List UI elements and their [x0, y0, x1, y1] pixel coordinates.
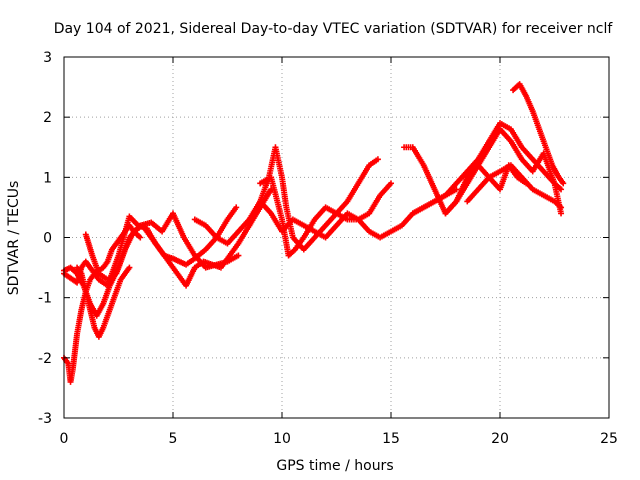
data-series-4 — [82, 186, 275, 289]
data-series-13 — [442, 126, 565, 217]
x-axis-label: GPS time / hours — [276, 458, 393, 474]
data-series-5 — [74, 264, 133, 340]
x-tick-label: 10 — [273, 431, 291, 447]
axis-ticks — [63, 56, 610, 419]
y-tick-label: 3 — [43, 50, 52, 66]
y-axis-label: SDTVAR / TECUs — [6, 181, 22, 296]
data-series-8 — [257, 174, 394, 259]
data-series-9 — [401, 144, 530, 217]
data-point — [233, 204, 240, 211]
y-tick-label: -2 — [38, 351, 52, 367]
x-tick-label: 0 — [60, 431, 69, 447]
x-tick-label: 20 — [491, 431, 509, 447]
x-tick-label: 5 — [169, 431, 178, 447]
y-tick-label: -1 — [38, 291, 52, 307]
data-point — [235, 252, 242, 259]
chart-title: Day 104 of 2021, Sidereal Day-to-day VTE… — [54, 21, 614, 37]
data-point — [558, 210, 565, 217]
x-tick-label: 15 — [382, 431, 400, 447]
data-series-10 — [409, 120, 565, 217]
data-point — [453, 186, 460, 193]
y-tick-label: 1 — [43, 170, 52, 186]
data-point — [126, 264, 133, 271]
data-point — [374, 156, 381, 163]
data-point — [137, 234, 144, 241]
data-series-11 — [464, 162, 565, 211]
x-tick-label: 25 — [600, 431, 618, 447]
y-tick-label: 2 — [43, 110, 52, 126]
data-series-12 — [510, 81, 567, 187]
data-points — [61, 81, 567, 385]
data-point — [558, 186, 565, 193]
y-tick-label: 0 — [43, 231, 52, 247]
tick-labels: 0 5 10 15 20 25 -3 -2 -1 0 1 2 3 — [38, 50, 618, 447]
grid-lines — [64, 57, 609, 418]
data-point — [388, 180, 394, 187]
data-point — [560, 180, 567, 187]
y-tick-label: -3 — [38, 411, 52, 427]
